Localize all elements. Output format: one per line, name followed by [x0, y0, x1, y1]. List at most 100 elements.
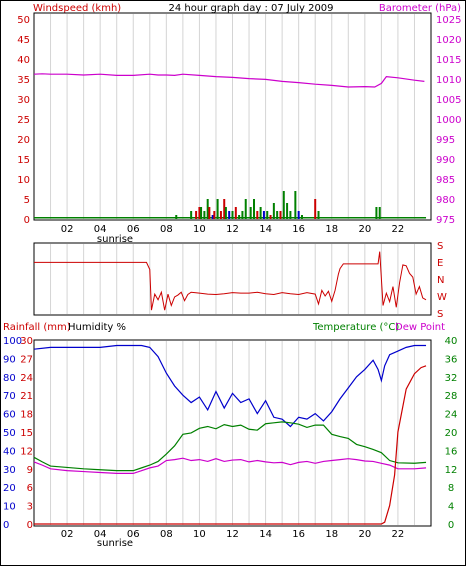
windspeed-bar [314, 199, 317, 219]
rainfall-tick: 6 [27, 483, 33, 494]
x-tick-label: 10 [193, 529, 206, 540]
x-tick-label: 02 [61, 224, 74, 235]
windspeed-bar [253, 199, 256, 219]
windspeed-bar [256, 211, 259, 219]
windspeed-tick: 40 [17, 55, 30, 66]
humidity-tick: 20 [3, 483, 16, 494]
wind-barometer-grid [50, 14, 415, 219]
temperature-axis-ticks: 0 4 8 12 16 20 24 28 32 36 40 [445, 336, 458, 531]
temperature-tick: 12 [445, 465, 458, 476]
windspeed-tick: 25 [17, 115, 30, 126]
windspeed-bar [272, 203, 275, 219]
windspeed-bar [216, 199, 219, 219]
windspeed-bar [219, 211, 222, 219]
x-tick-label: 18 [325, 224, 338, 235]
barometer-tick: 1020 [436, 35, 461, 46]
direction-tick: N [437, 275, 444, 286]
windspeed-bar [223, 199, 226, 219]
windspeed-bar [213, 211, 216, 219]
temperature-tick: 4 [448, 502, 454, 513]
windspeed-axis-title: Windspeed (kmh) [33, 3, 121, 14]
windspeed-bar [211, 215, 214, 219]
barometer-tick: 975 [436, 215, 455, 226]
humidity-tick: 100 [3, 336, 22, 347]
windspeed-bar [286, 203, 289, 219]
windspeed-bar [234, 207, 237, 219]
temperature-tick: 36 [445, 354, 458, 365]
windspeed-bar [279, 211, 282, 219]
x-tick-label: 18 [325, 529, 338, 540]
x-tick-label: 08 [160, 224, 173, 235]
barometer-tick: 995 [436, 135, 455, 146]
x-tick-label: 14 [259, 529, 272, 540]
rainfall-tick: 27 [20, 354, 33, 365]
temperature-tick: 20 [445, 428, 458, 439]
barometer-tick: 1005 [436, 95, 461, 106]
rainfall-tick: 15 [20, 428, 33, 439]
barometer-tick: 1015 [436, 55, 461, 66]
x-tick-label: 16 [292, 529, 305, 540]
windspeed-bar [375, 207, 378, 219]
temperature-tick: 16 [445, 446, 458, 457]
windspeed-bar [200, 207, 203, 219]
windspeed-bar [175, 215, 178, 219]
humidity-tick: 70 [3, 391, 16, 402]
x-tick-label: 22 [392, 529, 405, 540]
barometer-tick: 990 [436, 155, 455, 166]
windspeed-bar [262, 211, 265, 219]
humidity-axis-title: Humidity % [68, 322, 126, 333]
x-tick-label: 20 [358, 529, 371, 540]
windspeed-bar [269, 215, 272, 219]
x-tick-label: 20 [358, 224, 371, 235]
windspeed-bar [195, 211, 198, 219]
temperature-tick: 0 [448, 520, 454, 531]
x-tick-label: 16 [292, 224, 305, 235]
humidity-tick: 60 [3, 410, 16, 421]
temperature-tick: 32 [445, 373, 458, 384]
x-tick-label: 04 [94, 224, 107, 235]
windspeed-tick: 15 [17, 155, 30, 166]
temperature-tick: 28 [445, 391, 458, 402]
rainfall-tick: 3 [27, 502, 33, 513]
windspeed-bar [190, 211, 193, 219]
windspeed-bar [198, 207, 201, 219]
x-tick-label: 22 [392, 224, 405, 235]
rainfall-line [34, 365, 427, 525]
sunrise-label-top: sunrise [97, 234, 133, 245]
direction-tick: S [437, 241, 443, 252]
windspeed-bar [317, 211, 320, 219]
barometer-axis-title: Barometer (hPa) [379, 3, 461, 14]
temp-x-axis-ticks: 02 04 06 08 10 12 14 16 18 20 22 [61, 529, 405, 540]
barometer-tick: 1010 [436, 75, 461, 86]
rainfall-tick: 9 [27, 465, 33, 476]
wind-x-axis-ticks: 02 04 06 08 10 12 14 16 18 20 22 [61, 224, 405, 235]
humidity-tick: 80 [3, 373, 16, 384]
x-tick-label: 12 [226, 529, 239, 540]
windspeed-bar [289, 211, 292, 219]
windspeed-bar [208, 207, 211, 219]
windspeed-bar [206, 199, 209, 219]
temp-humidity-marks [33, 344, 427, 525]
direction-tick: S [437, 309, 443, 320]
barometer-tick: 1000 [436, 115, 461, 126]
x-tick-label: 02 [61, 529, 74, 540]
humidity-tick: 30 [3, 465, 16, 476]
temperature-axis-title: Temperature (°C) [312, 322, 399, 333]
direction-tick: E [437, 258, 443, 269]
windspeed-tick: 0 [24, 215, 30, 226]
windspeed-tick: 45 [17, 35, 30, 46]
barometer-tick: 980 [436, 195, 455, 206]
windspeed-tick: 30 [17, 95, 30, 106]
dewpoint-axis-title: Dew Point [395, 322, 445, 333]
temperature-tick: 8 [448, 483, 454, 494]
x-tick-label: 14 [259, 224, 272, 235]
graph-title: 24 hour graph day : 07 July 2009 [168, 3, 333, 14]
rainfall-tick: 12 [20, 446, 33, 457]
direction-tick: W [437, 292, 447, 303]
windspeed-bar [244, 199, 247, 219]
windspeed-bar [276, 211, 279, 219]
rain-humidity-axis-ticks: 0 10 20 30 40 50 60 70 80 90 100 0 3 6 9 12 15 18 21 24 27 30 [3, 336, 33, 531]
temperature-tick: 40 [445, 336, 458, 347]
